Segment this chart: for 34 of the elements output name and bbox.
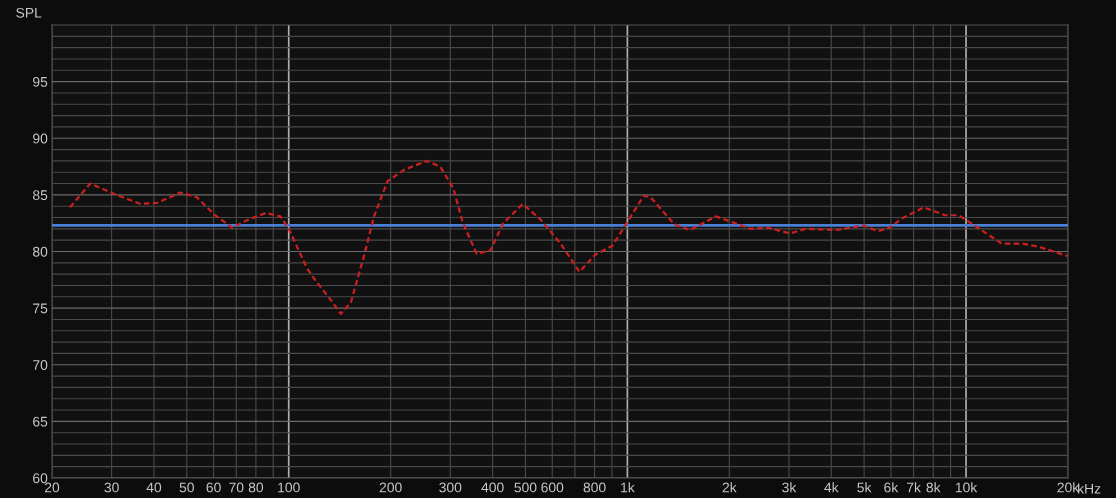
x-tick-label: 500: [514, 482, 537, 493]
x-tick-label: 4k: [824, 482, 839, 493]
x-tick-label: 20k: [1057, 482, 1080, 493]
x-tick-label: 2k: [722, 482, 737, 493]
x-axis-title: kHz: [1078, 483, 1101, 494]
x-tick-label: 5k: [857, 482, 872, 493]
y-tick-label: 80: [32, 246, 48, 257]
x-tick-label: 40: [146, 482, 162, 493]
x-tick-label: 300: [439, 482, 462, 493]
x-tick-label: 6k: [884, 482, 899, 493]
y-tick-label: 95: [33, 76, 48, 87]
y-axis-title: SPL: [16, 7, 42, 18]
x-tick-label: 30: [104, 482, 119, 493]
x-tick-label: 70: [229, 482, 244, 493]
y-tick-label: 60: [33, 473, 48, 484]
x-tick-label: 200: [379, 482, 402, 493]
x-tick-label: 50: [179, 482, 194, 493]
x-tick-label: 800: [583, 482, 606, 493]
x-tick-label: 600: [541, 482, 564, 493]
y-tick-label: 90: [33, 133, 48, 144]
x-tick-label: 20: [44, 482, 60, 493]
x-tick-label: 8k: [926, 482, 941, 493]
x-tick-label: 3k: [782, 482, 797, 493]
x-tick-label: 400: [481, 482, 504, 493]
y-tick-label: 85: [32, 190, 48, 201]
x-tick-label: 60: [206, 482, 221, 493]
x-tick-label: 10k: [955, 482, 978, 493]
x-tick-label: 80: [248, 482, 264, 493]
y-tick-label: 70: [33, 360, 48, 370]
y-tick-label: 65: [33, 416, 48, 427]
x-tick-label: 1k: [621, 482, 635, 493]
x-tick-label: 100: [278, 482, 300, 493]
x-tick-label: 7k: [906, 482, 921, 493]
y-tick-label: 75: [33, 303, 48, 314]
